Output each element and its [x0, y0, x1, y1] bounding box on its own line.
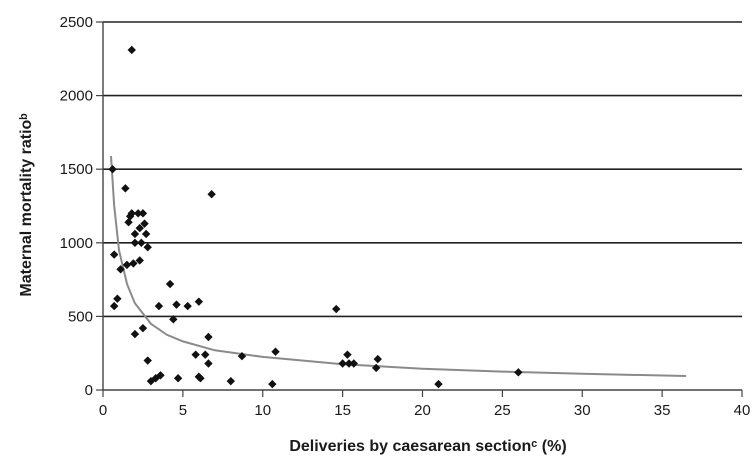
- data-point: [172, 300, 181, 309]
- x-tick-label: 15: [334, 402, 351, 419]
- data-point: [226, 376, 235, 386]
- data-point: [151, 374, 160, 383]
- x-tick-label: 5: [179, 402, 187, 419]
- data-point: [129, 259, 138, 268]
- y-tick-label: 2500: [60, 14, 93, 31]
- data-point: [124, 217, 133, 227]
- data-point: [514, 368, 523, 377]
- y-tick-label: 0: [85, 382, 93, 399]
- data-point: [109, 250, 119, 259]
- data-points: [108, 45, 523, 389]
- x-tick-label: 25: [494, 402, 511, 419]
- data-point: [207, 190, 216, 199]
- data-point: [183, 301, 192, 311]
- trendline-group: [110, 155, 687, 377]
- data-point: [133, 209, 143, 218]
- data-point: [204, 332, 213, 342]
- data-point: [268, 379, 277, 389]
- data-point: [130, 238, 140, 247]
- x-tick-labels: 0 5 10 15 20 25 30 35 40: [99, 402, 751, 419]
- data-point: [154, 301, 164, 311]
- data-point: [140, 219, 149, 228]
- y-tick-label: 1000: [60, 235, 93, 252]
- y-tick-label: 2000: [60, 88, 93, 105]
- data-point: [196, 374, 205, 383]
- data-point: [127, 209, 136, 218]
- x-tick-label: 40: [734, 402, 751, 419]
- data-point: [434, 379, 443, 389]
- data-point: [271, 347, 280, 356]
- data-point: [137, 238, 146, 247]
- data-point: [349, 359, 359, 368]
- y-tick-labels: 0 500 1000 1500 2000 2500: [60, 14, 93, 399]
- trendline: [110, 155, 687, 377]
- data-point: [113, 294, 122, 303]
- data-point: [122, 260, 132, 270]
- grid-lines: [103, 21, 742, 318]
- data-point: [201, 350, 210, 359]
- data-point: [373, 354, 382, 364]
- data-point: [135, 256, 144, 265]
- data-point: [109, 301, 119, 311]
- axes: [96, 21, 743, 397]
- data-point: [165, 279, 175, 289]
- data-point: [143, 243, 152, 252]
- data-point: [127, 45, 136, 55]
- data-point: [138, 209, 148, 218]
- data-point: [344, 359, 354, 368]
- data-point: [130, 329, 140, 339]
- data-point: [156, 371, 165, 380]
- x-tick-label: 10: [254, 402, 271, 419]
- data-point: [204, 359, 213, 368]
- data-point: [143, 356, 152, 365]
- x-tick-label: 30: [574, 402, 591, 419]
- data-point: [141, 229, 151, 239]
- x-axis-title: Deliveries by caesarean sectionᶜ (%): [289, 438, 566, 455]
- data-point: [194, 297, 204, 306]
- data-point: [191, 350, 200, 359]
- data-point: [169, 315, 178, 324]
- x-tick-label: 35: [654, 402, 671, 419]
- data-point: [116, 265, 125, 274]
- y-tick-label: 1500: [60, 161, 93, 178]
- data-point: [130, 229, 140, 239]
- data-point: [108, 165, 117, 174]
- data-point: [121, 184, 130, 193]
- data-point: [135, 223, 144, 233]
- y-tick-label: 500: [68, 308, 93, 325]
- data-point: [371, 363, 381, 373]
- data-point: [173, 374, 183, 383]
- data-point: [138, 323, 148, 333]
- data-point: [237, 351, 247, 361]
- data-point: [332, 304, 341, 314]
- x-tick-label: 20: [414, 402, 431, 419]
- y-axis-title: Maternal mortality ratioᵇ: [18, 113, 35, 296]
- data-point: [338, 359, 347, 368]
- data-point: [343, 350, 352, 359]
- x-tick-label: 0: [99, 402, 107, 419]
